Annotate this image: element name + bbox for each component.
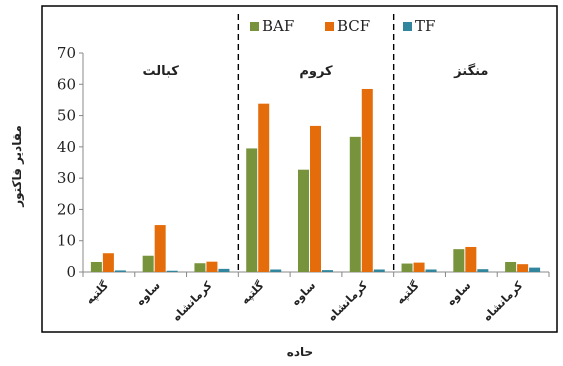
y-tick-label: 60 bbox=[57, 75, 76, 93]
bar-baf bbox=[349, 136, 361, 272]
bar-baf bbox=[453, 249, 465, 272]
bar-bcf bbox=[361, 88, 373, 272]
category-label: کرمانشاه bbox=[170, 279, 215, 324]
y-tick-label: 0 bbox=[66, 263, 76, 281]
category-label: گلتپه bbox=[394, 279, 422, 307]
bar-tf bbox=[166, 270, 178, 272]
y-tick-label: 20 bbox=[57, 200, 76, 218]
legend-swatch-tf bbox=[403, 22, 412, 31]
bar-tf bbox=[373, 269, 385, 272]
category-label: گلتپه bbox=[238, 279, 266, 307]
y-tick-label: 70 bbox=[57, 44, 76, 62]
bar-tf bbox=[218, 268, 230, 272]
group-label: منگنز bbox=[453, 63, 488, 79]
bar-baf bbox=[298, 169, 309, 272]
bar-baf bbox=[246, 148, 258, 272]
category-label: ساوه bbox=[134, 279, 163, 308]
bar-tf bbox=[477, 269, 489, 272]
bar-bcf bbox=[206, 261, 218, 272]
bar-bcf bbox=[413, 262, 425, 272]
legend-swatch-bcf bbox=[325, 22, 334, 31]
legend-label-tf: TF bbox=[415, 17, 435, 35]
category-label: ساوه bbox=[289, 279, 318, 308]
category-label: گلتپه bbox=[83, 279, 111, 307]
y-axis-title: مقادیر فاکتور bbox=[10, 125, 25, 208]
y-tick-label: 40 bbox=[57, 138, 76, 156]
bar-tf bbox=[425, 269, 437, 272]
bar-bcf bbox=[102, 253, 114, 272]
bar-baf bbox=[142, 255, 154, 272]
y-tick-label: 30 bbox=[57, 169, 76, 187]
category-label: ساوه bbox=[444, 279, 473, 308]
y-tick-label: 50 bbox=[57, 107, 76, 125]
bar-baf bbox=[401, 263, 413, 272]
x-axis-title: حاده bbox=[287, 345, 313, 359]
y-tick-label: 10 bbox=[57, 232, 76, 250]
group-label: کروم bbox=[299, 64, 333, 79]
bar-bcf bbox=[154, 225, 166, 272]
bar-bcf bbox=[258, 103, 270, 272]
bar-tf bbox=[322, 270, 333, 272]
bar-baf bbox=[505, 261, 517, 272]
bar-bcf bbox=[465, 246, 477, 272]
legend-label-bcf: BCF bbox=[337, 17, 370, 35]
category-label: کرمانشاه bbox=[481, 279, 526, 324]
category-label: کرمانشاه bbox=[325, 279, 370, 324]
bar-tf bbox=[114, 270, 126, 272]
group-label: کبالت bbox=[142, 64, 179, 79]
bar-bcf bbox=[517, 264, 529, 272]
bar-baf bbox=[194, 263, 206, 272]
bar-tf bbox=[529, 267, 541, 272]
chart-frame bbox=[41, 5, 558, 333]
bar-bcf bbox=[310, 125, 321, 272]
legend-swatch-baf bbox=[250, 22, 259, 31]
legend-label-baf: BAF bbox=[262, 17, 294, 35]
bar-baf bbox=[90, 261, 102, 272]
bar-tf bbox=[270, 269, 282, 272]
